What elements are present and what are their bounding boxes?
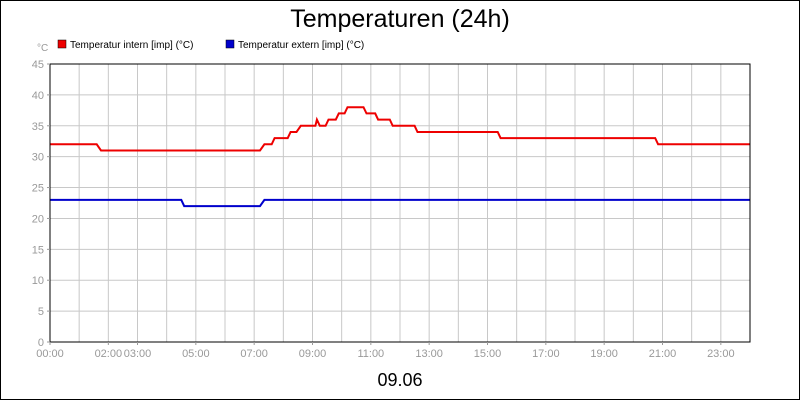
series-lines bbox=[50, 106, 750, 208]
plot-border bbox=[49, 63, 751, 343]
x-tick-label: 00:00 bbox=[36, 348, 64, 360]
x-tick-label: 05:00 bbox=[182, 348, 210, 360]
y-axis-unit: °C bbox=[37, 43, 48, 54]
y-tick-label: 20 bbox=[32, 213, 44, 225]
y-tick-label: 25 bbox=[32, 183, 44, 195]
x-tick-label: 07:00 bbox=[240, 348, 268, 360]
series-line-extern bbox=[50, 198, 750, 208]
y-tick-label: 40 bbox=[32, 90, 44, 102]
x-tick-label: 21:00 bbox=[649, 348, 677, 360]
legend-swatch-extern bbox=[225, 39, 235, 49]
y-tick-label: 15 bbox=[32, 244, 44, 256]
x-tick-label: 03:00 bbox=[124, 348, 152, 360]
y-tick-label: 30 bbox=[32, 152, 44, 164]
date-label: 09.06 bbox=[377, 370, 422, 390]
x-tick-label: 02:00 bbox=[95, 348, 123, 360]
chart-title: Temperaturen (24h) bbox=[290, 5, 510, 33]
legend: Temperatur intern [imp] (°C) Temperatur … bbox=[57, 39, 364, 51]
legend-label-extern: Temperatur extern [imp] (°C) bbox=[238, 40, 364, 51]
x-tick-label: 23:00 bbox=[707, 348, 735, 360]
y-tick-label: 45 bbox=[32, 59, 44, 71]
x-tick-label: 09:00 bbox=[299, 348, 327, 360]
y-tick-label: 35 bbox=[32, 121, 44, 133]
legend-swatch-intern bbox=[57, 39, 67, 49]
y-tick-label: 0 bbox=[38, 337, 44, 349]
x-tick-labels: 00:00 02:00 03:00 05:00 07:00 09:00 11:00 13:00… bbox=[36, 342, 735, 360]
y-tick-label: 5 bbox=[38, 306, 44, 318]
x-tick-label: 13:00 bbox=[415, 348, 443, 360]
grid bbox=[50, 64, 750, 342]
x-tick-label: 19:00 bbox=[590, 348, 618, 360]
x-tick-label: 15:00 bbox=[474, 348, 502, 360]
y-tick-labels: 0 5 10 15 20 25 30 35 40 45 bbox=[32, 59, 50, 349]
x-tick-label: 17:00 bbox=[532, 348, 560, 360]
y-tick-label: 10 bbox=[32, 275, 44, 287]
series-line-intern bbox=[50, 106, 750, 152]
x-tick-label: 11:00 bbox=[357, 348, 384, 360]
legend-label-intern: Temperatur intern [imp] (°C) bbox=[70, 40, 193, 51]
